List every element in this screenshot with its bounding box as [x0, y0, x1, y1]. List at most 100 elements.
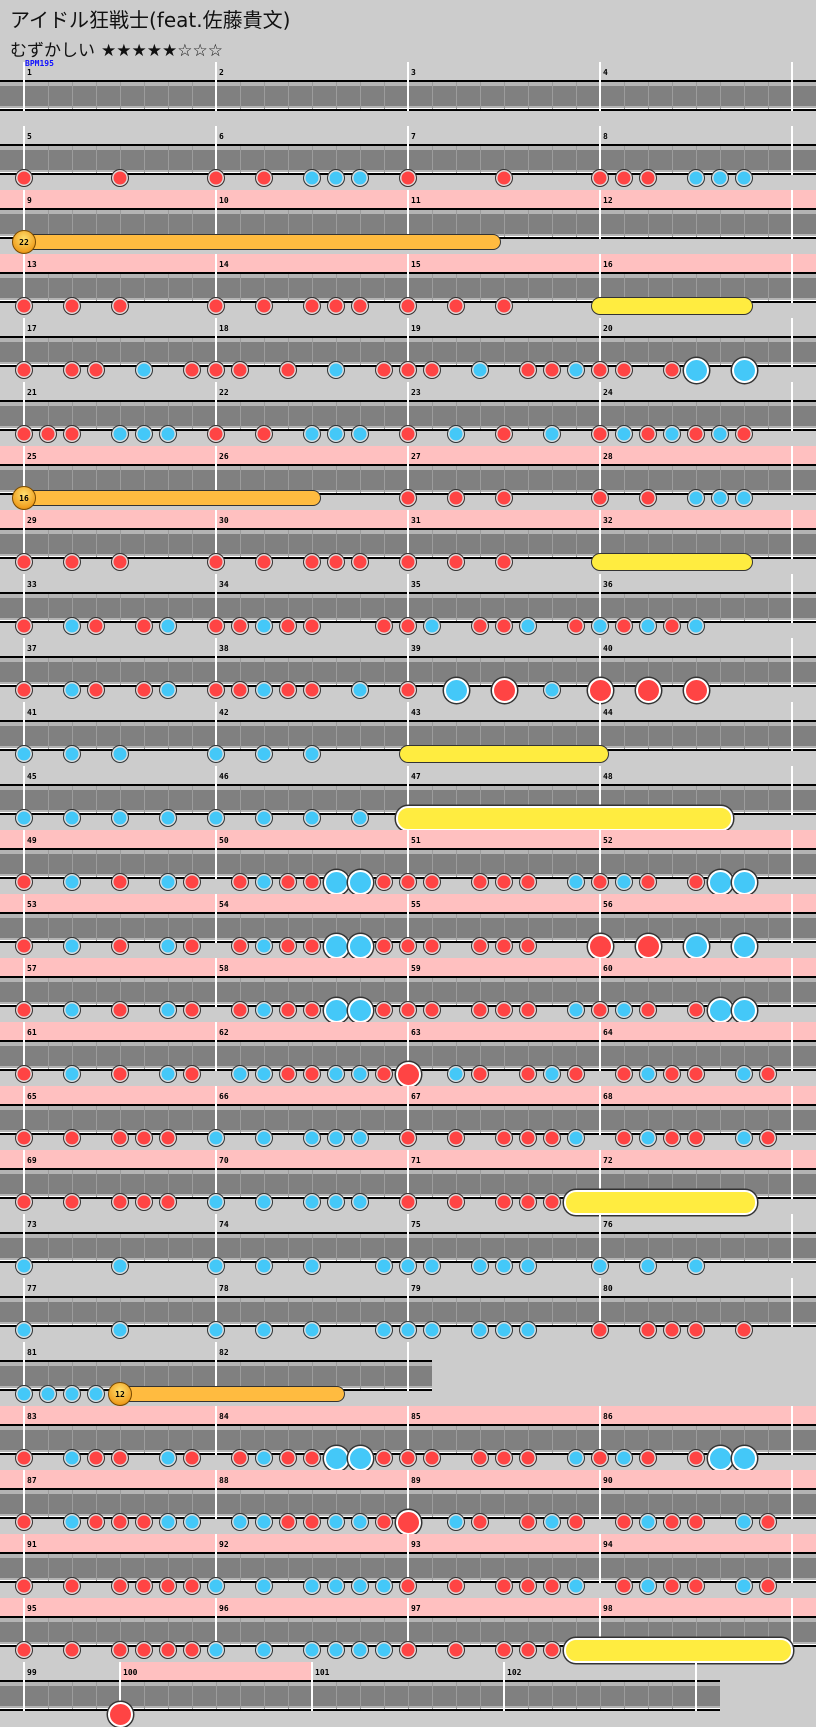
don-note	[63, 297, 81, 315]
beat-gridline	[552, 274, 553, 301]
don-note	[495, 1641, 513, 1659]
beat-gridline	[744, 1490, 745, 1517]
drumroll	[591, 553, 753, 571]
ka-note	[303, 169, 321, 187]
star-filled-icon: ★	[101, 41, 117, 61]
beat-gridline	[360, 850, 361, 877]
ka-note	[207, 745, 225, 763]
barline	[599, 1598, 601, 1647]
don-note	[207, 681, 225, 699]
beat-gridline	[480, 338, 481, 365]
beat-gridline	[360, 978, 361, 1005]
ka-note	[375, 1577, 393, 1595]
beat-gridline	[240, 1618, 241, 1645]
beat-gridline	[552, 1426, 553, 1453]
don-note	[279, 361, 297, 379]
don-note	[207, 617, 225, 635]
ka-note	[327, 1193, 345, 1211]
don-note	[351, 297, 369, 315]
beat-gridline	[456, 1426, 457, 1453]
don-note	[303, 553, 321, 571]
barline	[791, 1086, 793, 1135]
beat-gridline	[504, 978, 505, 1005]
beat-gridline	[672, 1042, 673, 1069]
barline	[407, 1470, 409, 1519]
barline	[23, 638, 25, 687]
gogo-band	[408, 510, 600, 528]
barline	[599, 1022, 601, 1071]
beat-gridline	[384, 1490, 385, 1517]
beat-gridline	[744, 274, 745, 301]
beat-gridline	[648, 1298, 649, 1325]
don-note	[663, 361, 681, 379]
beat-gridline	[192, 594, 193, 621]
ka-note	[255, 873, 273, 891]
don-note	[135, 1129, 153, 1147]
chart-row: 53 54 55 56	[0, 894, 816, 959]
beat-gridline	[624, 1170, 625, 1197]
beat-gridline	[648, 82, 649, 109]
beat-gridline	[360, 1234, 361, 1261]
measure-number: 38	[219, 644, 229, 653]
star-rating: ★★★★★☆☆☆	[101, 41, 223, 61]
barline	[23, 254, 25, 303]
beat-gridline	[360, 530, 361, 557]
don-note	[279, 937, 297, 955]
beat-gridline	[192, 1170, 193, 1197]
beat-gridline	[576, 1042, 577, 1069]
beat-gridline	[480, 1682, 481, 1709]
don-note	[687, 1577, 705, 1595]
measure-number: 97	[411, 1604, 421, 1613]
barline	[599, 510, 601, 559]
don-note	[591, 1001, 609, 1019]
beat-gridline	[384, 1106, 385, 1133]
beat-gridline	[432, 1618, 433, 1645]
don-note	[111, 1065, 129, 1083]
ka-note	[711, 489, 729, 507]
measure-number: 85	[411, 1412, 421, 1421]
ka-note	[519, 617, 537, 635]
beat-gridline	[48, 1554, 49, 1581]
measure-number: 7	[411, 132, 416, 141]
beat-gridline	[648, 1618, 649, 1645]
gogo-band	[216, 894, 408, 912]
beat-gridline	[744, 1106, 745, 1133]
measure-number: 62	[219, 1028, 229, 1037]
don-note	[279, 1513, 297, 1531]
big-don-note	[587, 933, 613, 959]
gogo-band	[408, 958, 600, 976]
barline	[791, 1278, 793, 1327]
gogo-band	[0, 1534, 216, 1552]
beat-gridline	[192, 274, 193, 301]
beat-gridline	[48, 466, 49, 493]
beat-gridline	[312, 1234, 313, 1261]
beat-gridline	[696, 530, 697, 557]
beat-gridline	[576, 146, 577, 173]
beat-gridline	[168, 466, 169, 493]
beat-gridline	[552, 1170, 553, 1197]
don-note	[495, 297, 513, 315]
ka-note	[255, 1641, 273, 1659]
beat-gridline	[720, 82, 721, 109]
beat-gridline	[552, 786, 553, 813]
beat-gridline	[312, 658, 313, 685]
beat-gridline	[720, 914, 721, 941]
beat-gridline	[384, 274, 385, 301]
don-note	[63, 425, 81, 443]
don-note	[39, 425, 57, 443]
measure-number: 25	[27, 452, 37, 461]
beat-gridline	[96, 530, 97, 557]
don-note	[591, 425, 609, 443]
beat-gridline	[72, 1426, 73, 1453]
beat-gridline	[96, 1362, 97, 1389]
beat-gridline	[624, 914, 625, 941]
beat-gridline	[528, 1106, 529, 1133]
ka-note	[207, 1257, 225, 1275]
beat-gridline	[336, 146, 337, 173]
big-don-note	[395, 1061, 421, 1087]
don-note	[303, 297, 321, 315]
beat-gridline	[192, 82, 193, 109]
beat-gridline	[360, 722, 361, 749]
beat-gridline	[624, 1554, 625, 1581]
don-note	[663, 1577, 681, 1595]
